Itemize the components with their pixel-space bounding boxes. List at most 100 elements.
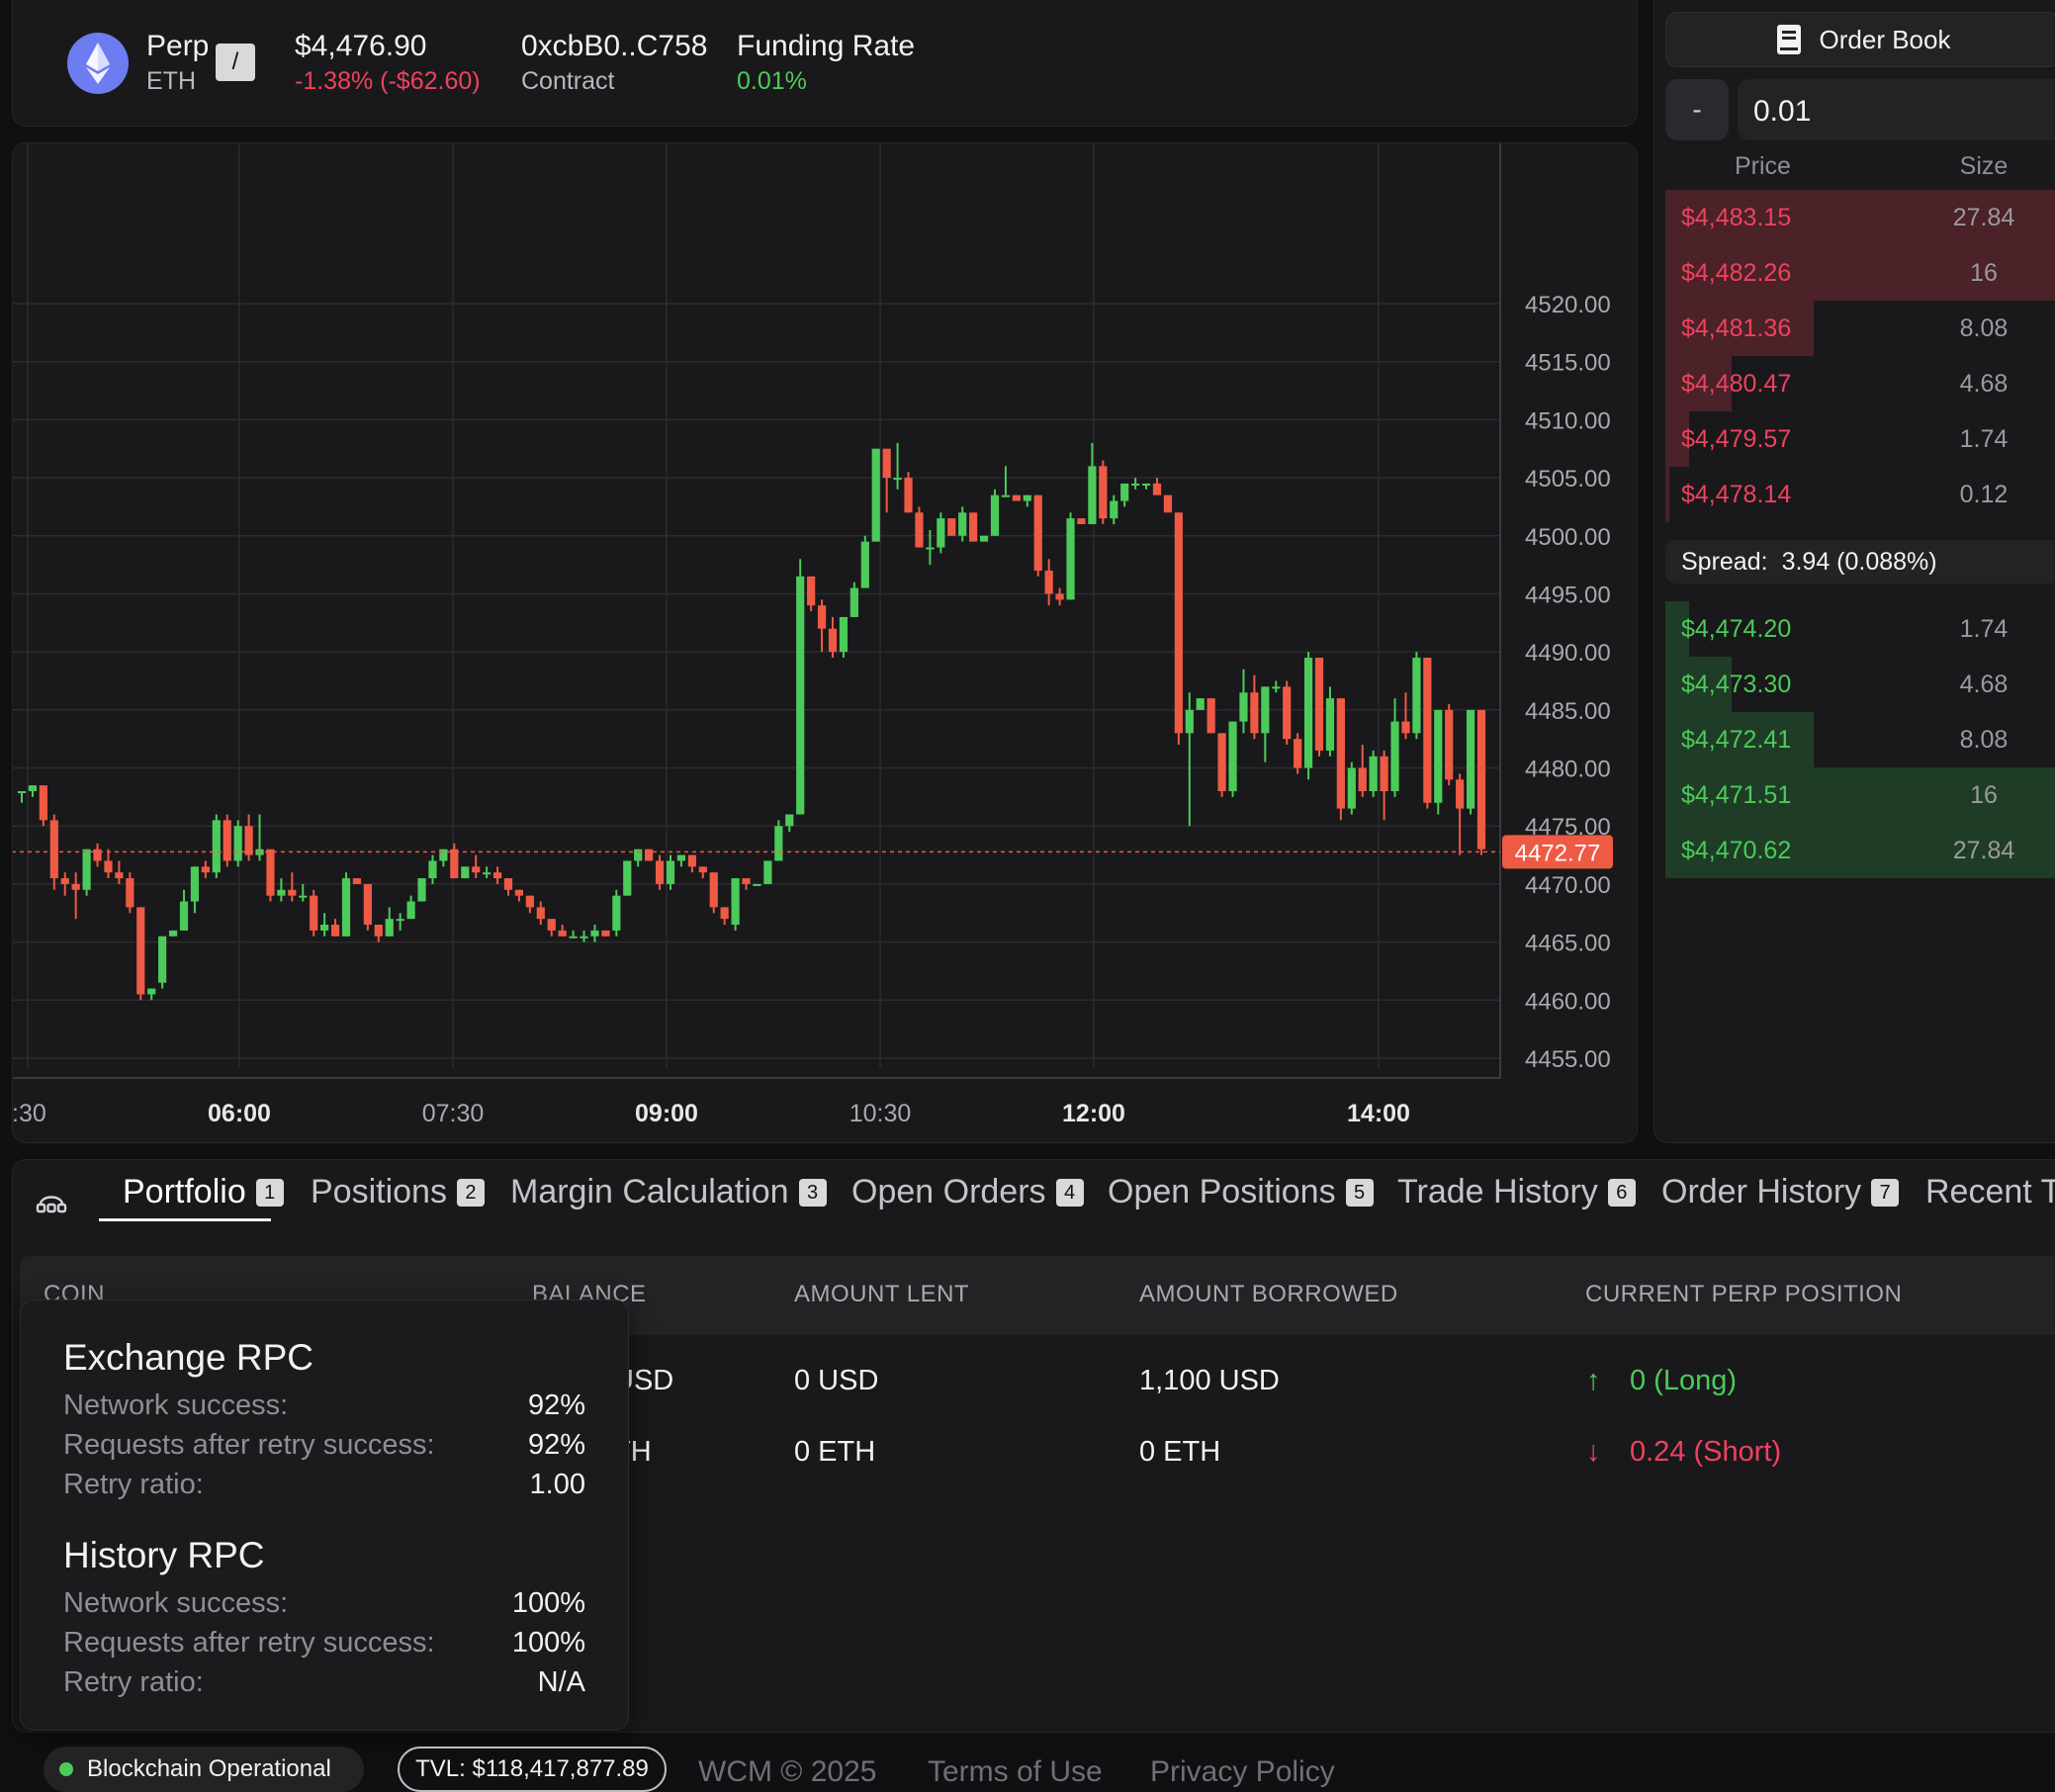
candle-body [1390,721,1399,792]
bid-row[interactable]: $4,471.51 16 [1665,767,2055,823]
terms-link[interactable]: Terms of Use [928,1755,1103,1788]
bid-depth-bar [1665,657,1732,712]
candle-body [1196,698,1205,710]
ask-row[interactable]: $4,478.14 0.12 [1665,467,2055,522]
ask-size: 1.74 [1959,425,2009,453]
y-tick-label: 4465.00 [1525,931,1611,957]
orderbook-title-button[interactable]: Order Book [1665,12,2055,67]
tick-decrease-button[interactable]: - [1665,79,1729,140]
tvl-badge[interactable]: TVL: $118,417,877.89 [398,1747,667,1792]
candle-body [483,872,491,875]
bid-row[interactable]: $4,472.41 8.08 [1665,712,2055,767]
candle-body [882,448,891,479]
candle-body [17,791,27,794]
ask-row[interactable]: $4,479.57 1.74 [1665,411,2055,467]
ask-size: 8.08 [1959,314,2009,342]
exchange-network-success: Network success: 92% [63,1389,585,1421]
candle-body [828,628,838,653]
tab-recent-t[interactable]: Recent T [1925,1173,2055,1211]
candle-body [926,547,935,550]
candle-body [417,878,426,902]
copyright: WCM © 2025 [698,1755,877,1788]
market-label[interactable]: Perp [146,30,210,62]
candle-body [558,930,567,937]
ask-row[interactable]: $4,480.47 4.68 [1665,356,2055,411]
contract-address[interactable]: 0xcbB0..C758 [521,30,708,62]
bid-price: $4,474.20 [1681,615,1792,643]
candle-body [374,925,383,937]
candle-body [1261,686,1270,734]
ask-row[interactable]: $4,482.26 16 [1665,245,2055,301]
candle-body [676,854,686,861]
tab-trade-history[interactable]: Trade History 6 [1397,1173,1636,1211]
privacy-link[interactable]: Privacy Policy [1150,1755,1335,1788]
exchange-retry-success: Requests after retry success: 92% [63,1429,585,1461]
tick-size-input[interactable]: 0.01 [1738,79,2055,140]
candle-body [201,866,210,873]
ask-size: 27.84 [1952,204,2015,231]
ask-depth-bar [1665,411,1689,467]
tab-open-positions[interactable]: Open Positions 5 [1108,1173,1374,1211]
blockchain-status-badge[interactable]: Blockchain Operational [44,1747,364,1792]
bid-size: 27.84 [1952,837,2015,864]
bid-depth-bar [1665,712,1814,767]
chart-panel[interactable]: 4520.00 4515.00 4510.00 4505.00 4500.00 4495.… [12,142,1638,1143]
candle-body [731,878,740,926]
candle-body [623,860,632,896]
tab-shortcut-key: 4 [1055,1178,1084,1207]
row1-lent: 0 USD [794,1365,879,1396]
candle-body [1110,500,1118,519]
rpc-status-icon[interactable] [34,1183,69,1218]
candle-body [1401,721,1410,734]
candle-body [190,866,200,902]
tab-label: Order History [1661,1173,1862,1210]
y-tick-label: 4520.00 [1525,292,1611,318]
tab-open-orders[interactable]: Open Orders 4 [851,1173,1084,1211]
candle-body [266,849,275,896]
col-amount-borrowed: AMOUNT BORROWED [1139,1281,1398,1307]
ask-price: $4,480.47 [1681,370,1792,398]
mark-price: $4,476.90 [295,30,427,62]
ask-row[interactable]: $4,481.36 8.08 [1665,301,2055,356]
bid-depth-bar [1665,767,2055,823]
candle-body [1088,466,1097,525]
candle-body [1077,518,1086,525]
candle-body [1380,756,1388,792]
tab-order-history[interactable]: Order History 7 [1661,1173,1900,1211]
candle-body [1099,466,1108,519]
candle-body [352,878,362,884]
candle-body [126,878,134,908]
candle-body [569,936,578,939]
spread-bar: Spread: 3.94 (0.088%) [1665,540,2055,583]
candle-body [147,988,156,995]
candle-body [817,605,827,629]
candle-body [1012,494,1021,501]
candle-body [439,849,448,861]
row1-borrowed: 1,100 USD [1139,1365,1280,1396]
tab-positions[interactable]: Positions 2 [311,1173,485,1211]
y-tick-label: 4455.00 [1525,1046,1611,1073]
bid-size: 8.08 [1959,726,2009,754]
bid-row[interactable]: $4,470.62 27.84 [1665,823,2055,878]
candle-body [1131,483,1140,486]
bid-price: $4,471.51 [1681,781,1792,809]
candle-body [82,849,91,890]
candle-body [363,883,372,926]
candle-body [958,512,967,536]
candle-body [612,895,621,931]
candle-body [1239,692,1248,722]
funding-rate-value: 0.01% [737,67,807,95]
ask-row[interactable]: $4,483.15 27.84 [1665,190,2055,245]
tab-label: Portfolio [123,1173,246,1210]
search-shortcut-key[interactable]: / [216,44,255,81]
candle-body [179,901,189,931]
bid-row[interactable]: $4,473.30 4.68 [1665,657,2055,712]
candle-body [514,889,524,896]
candlestick-chart[interactable]: 4520.00 4515.00 4510.00 4505.00 4500.00 4495.… [12,142,1638,1143]
candle-body [1412,658,1421,734]
candle-body [687,854,696,867]
bid-row[interactable]: $4,474.20 1.74 [1665,601,2055,657]
tab-portfolio[interactable]: Portfolio 1 [123,1173,284,1211]
tab-margin-calculation[interactable]: Margin Calculation 3 [510,1173,827,1211]
funding-rate-label: Funding Rate [737,30,916,62]
